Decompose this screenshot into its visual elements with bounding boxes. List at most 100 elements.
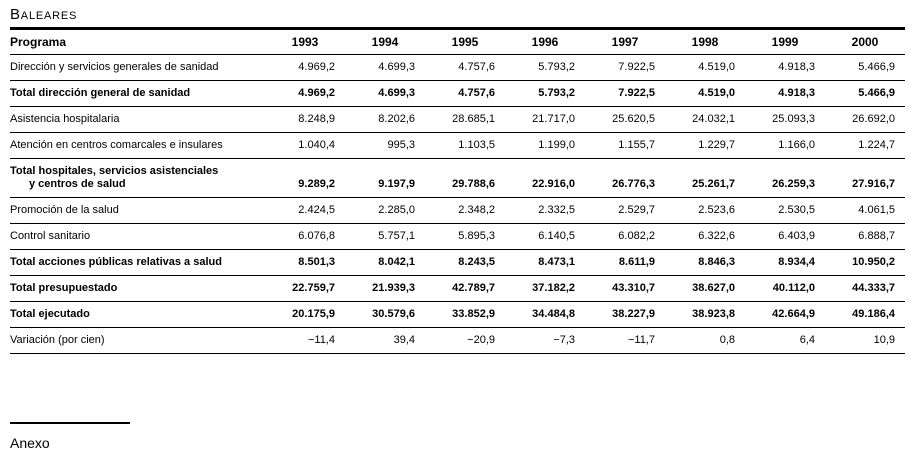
value-cell: 6.082,2 <box>585 223 665 250</box>
value-cell: 1.166,0 <box>745 132 825 159</box>
value-cell: 2.529,7 <box>585 197 665 224</box>
value-cell: 29.788,6 <box>425 158 505 198</box>
value-cell: 42.789,7 <box>425 275 505 302</box>
value-cell: −11,4 <box>265 327 345 354</box>
value-cell: 8.243,5 <box>425 249 505 276</box>
value-cell: 6.888,7 <box>825 223 905 250</box>
program-label: Total presupuestado <box>10 282 118 294</box>
footnote-rule <box>10 422 130 424</box>
header-row: Programa 1993 1994 1995 1996 1997 1998 1999 2000 <box>10 28 905 55</box>
column-header-year: 1995 <box>425 28 505 55</box>
value-cell: 43.310,7 <box>585 275 665 302</box>
value-cell: 4.757,6 <box>425 80 505 107</box>
value-cell: 28.685,1 <box>425 106 505 133</box>
value-cell: 8.473,1 <box>505 249 585 276</box>
table-row: Asistencia hospitalaria 8.248,9 8.202,6 28.… <box>10 106 905 133</box>
annex-label: Anexo <box>10 435 50 451</box>
column-header-year: 1993 <box>265 28 345 55</box>
program-label-line2: y centros de salud <box>29 178 126 190</box>
value-cell: 27.916,7 <box>825 158 905 198</box>
value-cell: 1.199,0 <box>505 132 585 159</box>
value-cell: 6.403,9 <box>745 223 825 250</box>
value-cell: 4.918,3 <box>745 80 825 107</box>
value-cell: 44.333,7 <box>825 275 905 302</box>
value-cell: 21.717,0 <box>505 106 585 133</box>
program-cell: Asistencia hospitalaria <box>10 106 265 133</box>
value-cell: 26.776,3 <box>585 158 665 198</box>
value-cell: 26.692,0 <box>825 106 905 133</box>
value-cell: 38.227,9 <box>585 301 665 328</box>
column-header-year: 1994 <box>345 28 425 55</box>
column-header-year: 1996 <box>505 28 585 55</box>
value-cell: 25.261,7 <box>665 158 745 198</box>
column-header-year: 1997 <box>585 28 665 55</box>
value-cell: 39,4 <box>345 327 425 354</box>
value-cell: 6.322,6 <box>665 223 745 250</box>
table-row: Variación (por cien) −11,4 39,4 −20,9 −7,3 −1… <box>10 327 905 354</box>
value-cell: 34.484,8 <box>505 301 585 328</box>
program-label: Asistencia hospitalaria <box>10 113 120 125</box>
value-cell: 4.969,2 <box>265 54 345 81</box>
column-header-year: 2000 <box>825 28 905 55</box>
value-cell: 4.519,0 <box>665 54 745 81</box>
value-cell: 4.519,0 <box>665 80 745 107</box>
program-label: Total hospitales, servicios asistenciale… <box>10 165 219 177</box>
program-cell: Promoción de la salud <box>10 197 265 224</box>
value-cell: 6,4 <box>745 327 825 354</box>
table-row: Total acciones públicas relativas a salu… <box>10 249 905 276</box>
value-cell: −11,7 <box>585 327 665 354</box>
program-cell: Total acciones públicas relativas a salu… <box>10 249 265 276</box>
value-cell: 2.348,2 <box>425 197 505 224</box>
value-cell: 4.061,5 <box>825 197 905 224</box>
program-label: Promoción de la salud <box>10 204 119 216</box>
value-cell: 1.229,7 <box>665 132 745 159</box>
value-cell: 33.852,9 <box>425 301 505 328</box>
value-cell: 5.793,2 <box>505 54 585 81</box>
program-label: Variación (por cien) <box>10 334 105 346</box>
value-cell: 1.155,7 <box>585 132 665 159</box>
value-cell: 38.923,8 <box>665 301 745 328</box>
value-cell: 4.699,3 <box>345 80 425 107</box>
column-header-year: 1998 <box>665 28 745 55</box>
value-cell: 4.969,2 <box>265 80 345 107</box>
program-label: Total ejecutado <box>10 308 90 320</box>
value-cell: 8.846,3 <box>665 249 745 276</box>
value-cell: 6.076,8 <box>265 223 345 250</box>
value-cell: 25.620,5 <box>585 106 665 133</box>
value-cell: 5.895,3 <box>425 223 505 250</box>
value-cell: 8.202,6 <box>345 106 425 133</box>
value-cell: 2.332,5 <box>505 197 585 224</box>
column-header-program: Programa <box>10 28 265 55</box>
value-cell: 26.259,3 <box>745 158 825 198</box>
value-cell: 995,3 <box>345 132 425 159</box>
value-cell: 0,8 <box>665 327 745 354</box>
table-header: Programa 1993 1994 1995 1996 1997 1998 1999 2000 <box>10 28 905 55</box>
value-cell: 4.699,3 <box>345 54 425 81</box>
value-cell: 10.950,2 <box>825 249 905 276</box>
value-cell: 1.040,4 <box>265 132 345 159</box>
value-cell: 21.939,3 <box>345 275 425 302</box>
value-cell: 8.042,1 <box>345 249 425 276</box>
value-cell: 37.182,2 <box>505 275 585 302</box>
table-row: Total presupuestado 22.759,7 21.939,3 42.78… <box>10 275 905 302</box>
program-cell: Atención en centros comarcales e insular… <box>10 132 265 159</box>
value-cell: 2.523,6 <box>665 197 745 224</box>
table-row: Promoción de la salud 2.424,5 2.285,0 2.348… <box>10 197 905 224</box>
value-cell: 24.032,1 <box>665 106 745 133</box>
value-cell: 20.175,9 <box>265 301 345 328</box>
value-cell: 7.922,5 <box>585 80 665 107</box>
value-cell: 5.793,2 <box>505 80 585 107</box>
value-cell: −20,9 <box>425 327 505 354</box>
program-cell: Total ejecutado <box>10 301 265 328</box>
page-title: Baleares <box>10 6 78 23</box>
value-cell: 2.285,0 <box>345 197 425 224</box>
value-cell: 49.186,4 <box>825 301 905 328</box>
value-cell: 22.916,0 <box>505 158 585 198</box>
table-row: Atención en centros comarcales e insular… <box>10 132 905 159</box>
value-cell: 1.103,5 <box>425 132 505 159</box>
value-cell: 7.922,5 <box>585 54 665 81</box>
value-cell: 40.112,0 <box>745 275 825 302</box>
value-cell: 8.248,9 <box>265 106 345 133</box>
program-cell: Total hospitales, servicios asistenciale… <box>10 158 265 198</box>
